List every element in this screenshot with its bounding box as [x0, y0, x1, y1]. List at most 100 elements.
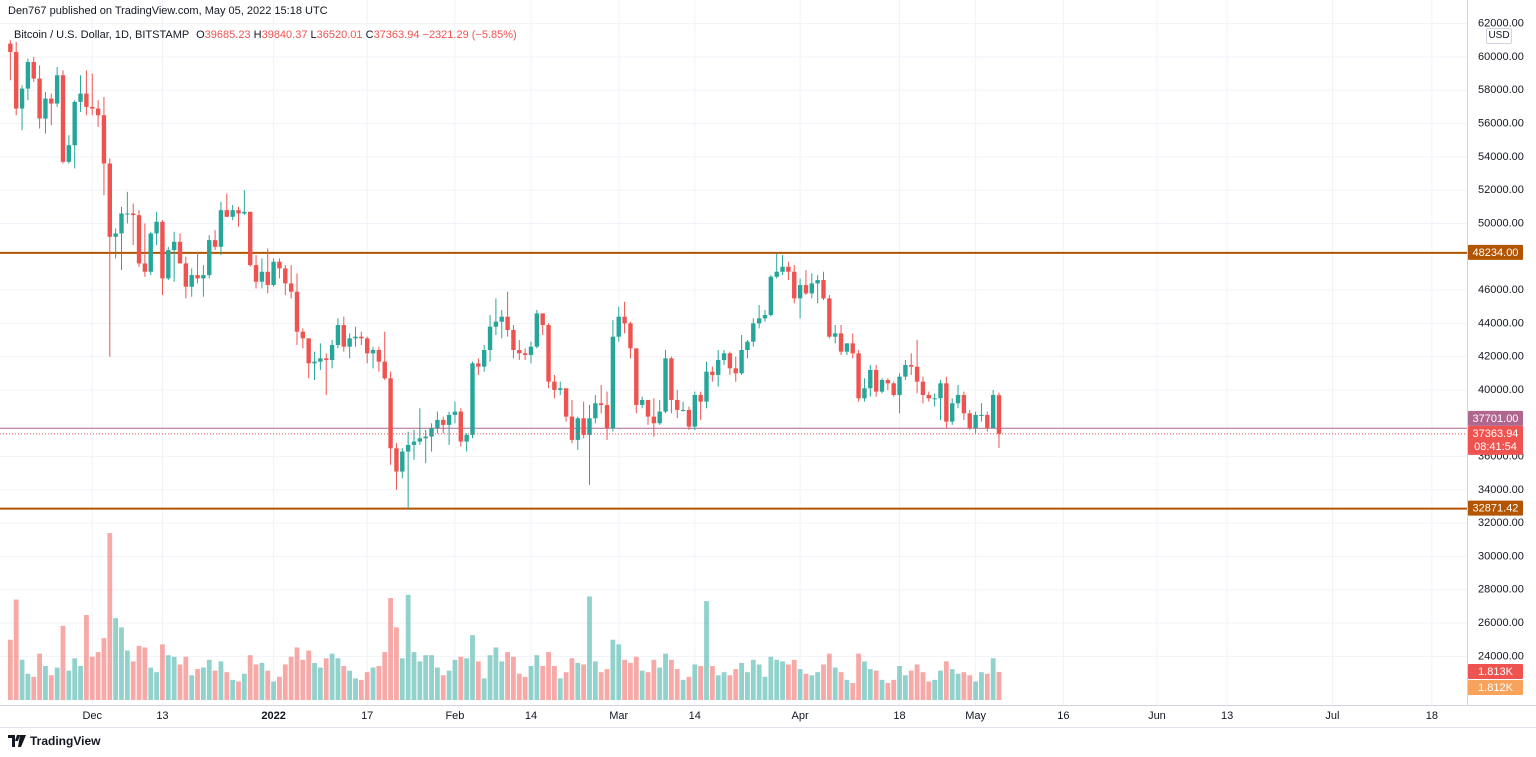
volume-bar [850, 683, 856, 700]
candle-body [470, 363, 475, 435]
candle-body [25, 61, 31, 89]
volume-bar [499, 661, 505, 700]
candle-body [405, 444, 411, 452]
candle-body [879, 379, 885, 392]
y-tick-label: 42000.00 [1478, 351, 1524, 363]
candle-body [967, 413, 972, 429]
candle-body [218, 210, 224, 247]
volume-bar [493, 647, 499, 700]
volume-bar [797, 669, 803, 700]
candle-body [154, 221, 159, 234]
candle-body [271, 261, 276, 286]
candle-body [493, 321, 499, 327]
candle-body [119, 213, 124, 234]
candle-body [212, 240, 218, 247]
candle-body [780, 266, 785, 272]
x-tick-label: Jul [1325, 710, 1339, 722]
candle-body [95, 108, 101, 116]
volume-bar [247, 655, 253, 700]
volume-bar [704, 601, 709, 700]
candle-body [733, 368, 738, 374]
candle-body [183, 263, 189, 287]
volume-bar [101, 638, 107, 700]
candle-body [288, 283, 294, 292]
candle-body [171, 241, 177, 251]
volume-bar [405, 594, 411, 700]
candle-body [8, 43, 13, 52]
candle-body [423, 436, 428, 439]
candle-body [669, 358, 674, 400]
candle-body [634, 348, 639, 405]
volume-bar [399, 658, 405, 700]
volume-bar [364, 672, 370, 700]
volume-bar [581, 664, 587, 700]
candle-body [37, 78, 42, 119]
candle-body [569, 416, 575, 440]
volume-bar [177, 664, 183, 700]
candle-body [394, 448, 399, 472]
y-tick-label: 56000.00 [1478, 117, 1524, 129]
volume-bar [727, 675, 733, 700]
volume-bar [709, 666, 715, 700]
volume-bar [692, 664, 698, 700]
candle-body [774, 271, 779, 277]
candle-body [873, 369, 879, 392]
x-tick-label: 13 [156, 710, 168, 722]
candle-body [189, 275, 194, 287]
volume-bar [142, 647, 148, 700]
x-tick-label: 18 [893, 710, 905, 722]
y-tick-label: 54000.00 [1478, 151, 1524, 163]
close-letter: C [365, 29, 374, 41]
volume-bar [470, 635, 475, 700]
y-tick-label: 26000.00 [1478, 617, 1524, 629]
candle-body [224, 210, 229, 217]
candle-body [850, 343, 855, 354]
volume-bar [668, 659, 674, 700]
candle-body [376, 350, 382, 362]
volume-bar [347, 670, 353, 700]
candle-body [72, 101, 77, 146]
y-tick-label: 58000.00 [1478, 84, 1524, 96]
candle-body [622, 316, 627, 324]
x-tick-label: Jun [1148, 710, 1166, 722]
candle-body [868, 369, 873, 389]
low-value: 36520.01 [316, 29, 363, 41]
volume-bar [95, 652, 101, 700]
volume-bar [821, 664, 826, 700]
volume-bar [130, 661, 136, 700]
volume-bar [271, 681, 276, 700]
volume-bar [189, 675, 195, 700]
candle-body [487, 326, 493, 351]
candle-body [610, 336, 616, 429]
candle-body [259, 271, 265, 282]
low-letter: L [310, 29, 317, 41]
volume-bar [113, 618, 119, 700]
volume-bar [277, 676, 282, 700]
candle-body [651, 416, 657, 424]
volume-bar [961, 672, 967, 700]
symbol: Bitcoin / U.S. Dollar, 1D, BITSTAMP [14, 29, 190, 41]
candle-body [575, 418, 580, 440]
currency-button[interactable]: USD [1486, 28, 1512, 44]
volume-bar [481, 678, 487, 700]
candle-body [364, 338, 370, 354]
volume-bar [19, 659, 25, 700]
volume-bar [622, 659, 627, 700]
candle-body [458, 411, 463, 442]
volume-bar [31, 676, 37, 700]
volume-bar [312, 662, 317, 700]
candle-body [639, 399, 645, 405]
candle-body [370, 350, 376, 354]
volume-bar [107, 533, 113, 700]
volume-bar [663, 653, 668, 700]
volume-bar [739, 662, 744, 700]
volume-bar [358, 679, 364, 700]
volume-bar [89, 656, 95, 700]
candle-body [417, 438, 423, 442]
level-badge-bg [1468, 244, 1523, 260]
volume-bar [686, 676, 692, 700]
volume-bar [253, 664, 259, 700]
candle-body [832, 333, 838, 337]
candle-body [113, 233, 118, 237]
volume-bar [429, 655, 434, 700]
